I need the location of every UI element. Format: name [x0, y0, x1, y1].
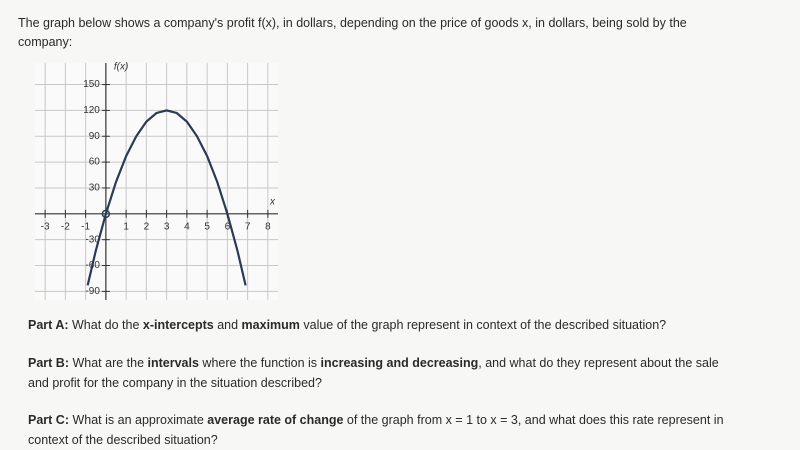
text: increasing and decreasing — [320, 356, 479, 370]
x-tick-label: 6 — [225, 221, 231, 232]
text: x-intercepts — [142, 318, 214, 332]
y-tick-label: 60 — [89, 157, 101, 168]
text: What is an approximate — [72, 413, 208, 427]
curve — [86, 109, 247, 286]
y-tick-label: -30 — [85, 234, 100, 245]
x-tick-label: 5 — [204, 221, 210, 232]
x-tick-label: 8 — [265, 221, 271, 232]
y-tick-label: 30 — [89, 183, 101, 194]
text: value of the graph represent in context … — [299, 318, 667, 332]
text: intervals — [147, 356, 199, 370]
part-c: Part C: What is an approximate average r… — [28, 410, 738, 450]
x-tick-label: 1 — [123, 221, 129, 232]
intro-text: The graph below shows a company's profit… — [18, 16, 687, 49]
y-tick-label: 120 — [83, 105, 100, 116]
part-label: Part A: — [28, 318, 69, 332]
text: of the graph from x = 1 to x = 3, and wh… — [28, 413, 724, 447]
text: maximum — [241, 318, 300, 332]
part-b: Part B: What are the intervals where the… — [28, 353, 738, 393]
x-tick-label: 2 — [144, 221, 150, 232]
y-tick-label: 90 — [89, 131, 101, 142]
y-tick-label: 150 — [83, 79, 100, 90]
part-label: Part C: — [28, 413, 69, 427]
x-tick-label: 4 — [184, 221, 190, 232]
y-tick-label: -90 — [85, 286, 100, 297]
text: and — [213, 318, 242, 332]
text: average rate of change — [207, 413, 344, 427]
x-axis-label: x — [269, 196, 276, 207]
text: What do the — [72, 318, 143, 332]
x-tick-label: -1 — [81, 221, 90, 232]
text: , and what do they represent about the s… — [28, 356, 719, 390]
x-tick-label: -2 — [61, 221, 70, 232]
part-label: Part B: — [28, 356, 69, 370]
text: What are the — [72, 356, 148, 370]
text: where the function is — [198, 356, 321, 370]
plot-background — [35, 63, 278, 300]
x-tick-label: 3 — [164, 221, 170, 232]
origin-marker — [101, 209, 111, 219]
part-a: Part A: What do the x-intercepts and max… — [28, 315, 738, 335]
y-axis-label: f(x) — [114, 62, 128, 73]
x-tick-label: -3 — [41, 221, 50, 232]
x-tick-label: 7 — [245, 221, 251, 232]
